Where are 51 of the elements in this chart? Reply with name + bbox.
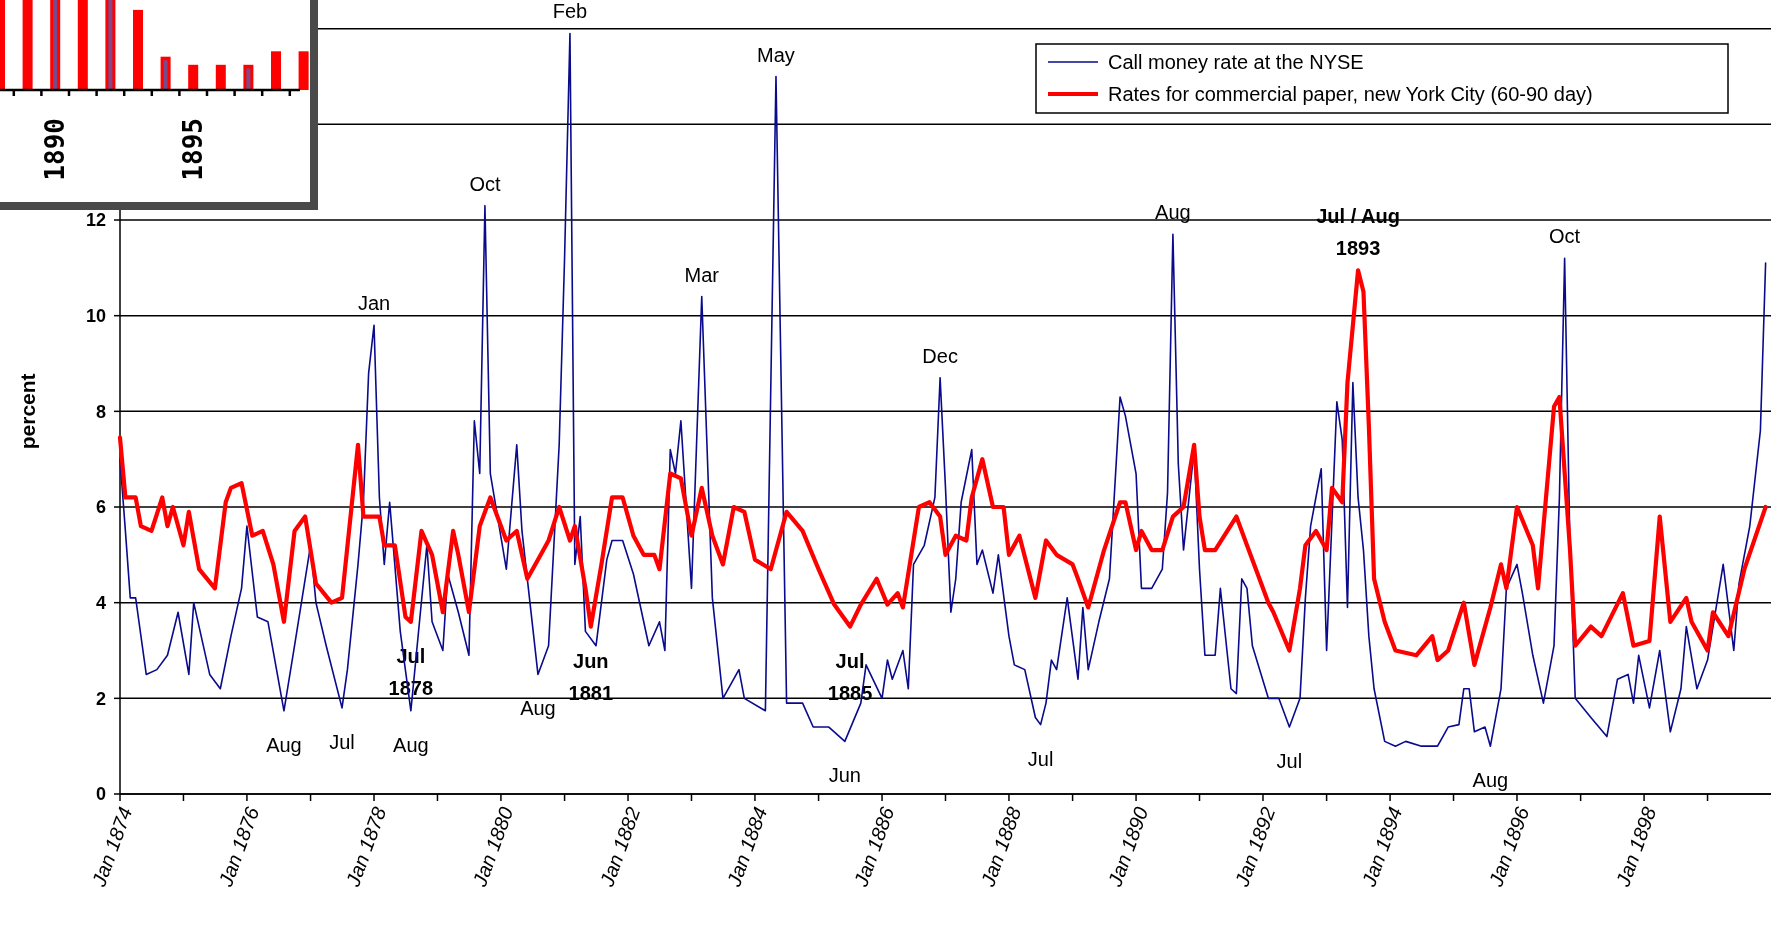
x-tick-label: Jan 1896 [1484, 803, 1534, 891]
legend-label: Rates for commercial paper, new York City (60-90 day) [1108, 83, 1593, 105]
bar [298, 51, 309, 90]
y-axis-title: percent [16, 373, 40, 450]
x-tick-label: Jan 1886 [849, 803, 899, 891]
bar [77, 0, 88, 90]
x-tick-label: Jan 1880 [468, 804, 518, 891]
annotation: Feb [552, 0, 588, 23]
x-tick-label: Jan 1882 [595, 804, 645, 891]
annotation: Aug [1472, 769, 1509, 792]
x-tick-label: Jan 1876 [214, 803, 264, 891]
y-tick-label: 8 [95, 401, 106, 422]
x-tick-label: 1890 [40, 118, 71, 181]
annotation: Dec [922, 344, 958, 367]
x-tick-label: Jan 1894 [1357, 804, 1407, 891]
annotation: Oct [1549, 225, 1581, 248]
bar [22, 0, 33, 90]
y-tick-label: 6 [95, 497, 106, 518]
x-tick-label: Jan 1888 [976, 804, 1026, 891]
x-tick-label: Jan 1890 [1103, 804, 1153, 891]
annotation: Aug [1155, 201, 1191, 224]
x-tick-label: 1895 [178, 118, 209, 181]
annotation: Aug [266, 733, 302, 756]
y-tick-label: 10 [85, 305, 106, 326]
legend-label: Call money rate at the NYSE [1108, 51, 1364, 73]
annotation: Mar [684, 263, 720, 286]
y-tick-label: 4 [95, 592, 106, 613]
annotation: Jul [1276, 750, 1303, 773]
x-tick-label: Jan 1874 [87, 804, 137, 891]
annotation: Jan [357, 292, 391, 315]
bar [133, 9, 143, 90]
y-tick-label: 12 [85, 210, 106, 231]
x-tick-label: Jan 1878 [341, 804, 391, 891]
x-tick-label: Jan 1892 [1230, 804, 1280, 891]
bar [246, 68, 251, 90]
annotation: Jul [1027, 747, 1054, 770]
annotation: Aug [393, 733, 429, 756]
x-tick-label: Jan 1898 [1611, 804, 1661, 891]
bar [271, 51, 281, 90]
bar [188, 64, 199, 90]
annotation: Jun [828, 764, 861, 787]
annotation: Oct [469, 172, 501, 195]
x-tick-label: Jan 1884 [722, 804, 772, 891]
bar [163, 60, 168, 90]
y-tick-label: 2 [95, 688, 106, 709]
bar [215, 64, 226, 90]
y-tick-label: 0 [95, 784, 106, 805]
annotation: Aug [520, 697, 556, 720]
annotation: May [757, 43, 795, 66]
annotation: Jul [329, 730, 355, 753]
line-series [117, 268, 1768, 667]
